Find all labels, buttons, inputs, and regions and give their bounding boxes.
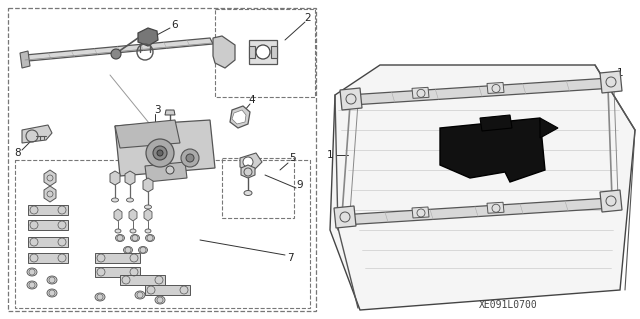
Polygon shape: [110, 171, 120, 185]
Polygon shape: [28, 220, 68, 230]
Text: 6: 6: [172, 20, 179, 30]
Text: 4: 4: [249, 95, 255, 105]
Polygon shape: [20, 51, 30, 68]
Ellipse shape: [115, 234, 125, 241]
Ellipse shape: [95, 293, 105, 301]
Polygon shape: [44, 170, 56, 186]
Text: 9: 9: [297, 180, 303, 190]
Polygon shape: [213, 36, 235, 68]
Text: 3: 3: [154, 105, 160, 115]
Polygon shape: [44, 186, 56, 202]
Ellipse shape: [111, 198, 118, 202]
Polygon shape: [480, 115, 512, 131]
Polygon shape: [115, 120, 215, 176]
Polygon shape: [540, 118, 558, 138]
Polygon shape: [114, 209, 122, 221]
Circle shape: [243, 157, 253, 167]
Bar: [15, 160, 310, 308]
Polygon shape: [138, 28, 158, 46]
Ellipse shape: [145, 205, 152, 209]
Bar: [215, 9, 315, 97]
Ellipse shape: [27, 268, 37, 276]
Circle shape: [146, 139, 174, 167]
Polygon shape: [165, 110, 175, 115]
Polygon shape: [230, 106, 250, 128]
Ellipse shape: [115, 229, 121, 233]
Polygon shape: [412, 87, 429, 98]
Circle shape: [111, 49, 121, 59]
Text: 1: 1: [326, 150, 333, 160]
Polygon shape: [120, 275, 165, 285]
Polygon shape: [145, 162, 187, 182]
Polygon shape: [25, 38, 213, 61]
Polygon shape: [600, 71, 622, 93]
Ellipse shape: [138, 247, 147, 254]
Polygon shape: [143, 178, 153, 192]
Text: 7: 7: [287, 253, 293, 263]
Ellipse shape: [131, 234, 140, 241]
Polygon shape: [115, 120, 180, 148]
Ellipse shape: [135, 291, 145, 299]
Polygon shape: [95, 253, 140, 263]
Polygon shape: [600, 190, 622, 212]
Polygon shape: [240, 153, 262, 172]
Polygon shape: [348, 78, 614, 105]
Polygon shape: [232, 110, 246, 124]
Polygon shape: [249, 40, 277, 64]
Ellipse shape: [27, 281, 37, 289]
Ellipse shape: [127, 198, 134, 202]
Polygon shape: [412, 207, 429, 218]
Polygon shape: [95, 267, 140, 277]
Text: 1: 1: [617, 68, 623, 78]
Text: 2: 2: [305, 13, 311, 23]
Text: XE091L0700: XE091L0700: [479, 300, 538, 310]
Circle shape: [186, 154, 194, 162]
Polygon shape: [22, 125, 52, 143]
Polygon shape: [28, 205, 68, 215]
Polygon shape: [144, 209, 152, 221]
Ellipse shape: [47, 289, 57, 297]
Text: 5: 5: [289, 153, 295, 163]
Polygon shape: [28, 253, 68, 263]
Polygon shape: [487, 83, 504, 93]
Polygon shape: [334, 206, 356, 228]
Circle shape: [256, 45, 270, 59]
Ellipse shape: [124, 247, 132, 254]
Bar: [8, 8, 316, 311]
Polygon shape: [330, 65, 635, 310]
Polygon shape: [440, 118, 545, 182]
Ellipse shape: [244, 190, 252, 196]
Circle shape: [157, 150, 163, 156]
Circle shape: [181, 149, 199, 167]
Text: 8: 8: [15, 148, 21, 158]
Polygon shape: [28, 237, 68, 247]
Polygon shape: [241, 165, 255, 178]
Ellipse shape: [145, 234, 154, 241]
Polygon shape: [145, 285, 190, 295]
Polygon shape: [271, 46, 277, 58]
Circle shape: [166, 166, 174, 174]
Polygon shape: [487, 202, 504, 213]
Circle shape: [153, 146, 167, 160]
Polygon shape: [340, 88, 362, 110]
Polygon shape: [340, 198, 614, 225]
Polygon shape: [129, 209, 137, 221]
Polygon shape: [249, 46, 255, 58]
Bar: [222, 158, 294, 218]
Ellipse shape: [155, 296, 165, 304]
Polygon shape: [125, 171, 135, 185]
Ellipse shape: [145, 229, 151, 233]
Ellipse shape: [47, 276, 57, 284]
Ellipse shape: [130, 229, 136, 233]
